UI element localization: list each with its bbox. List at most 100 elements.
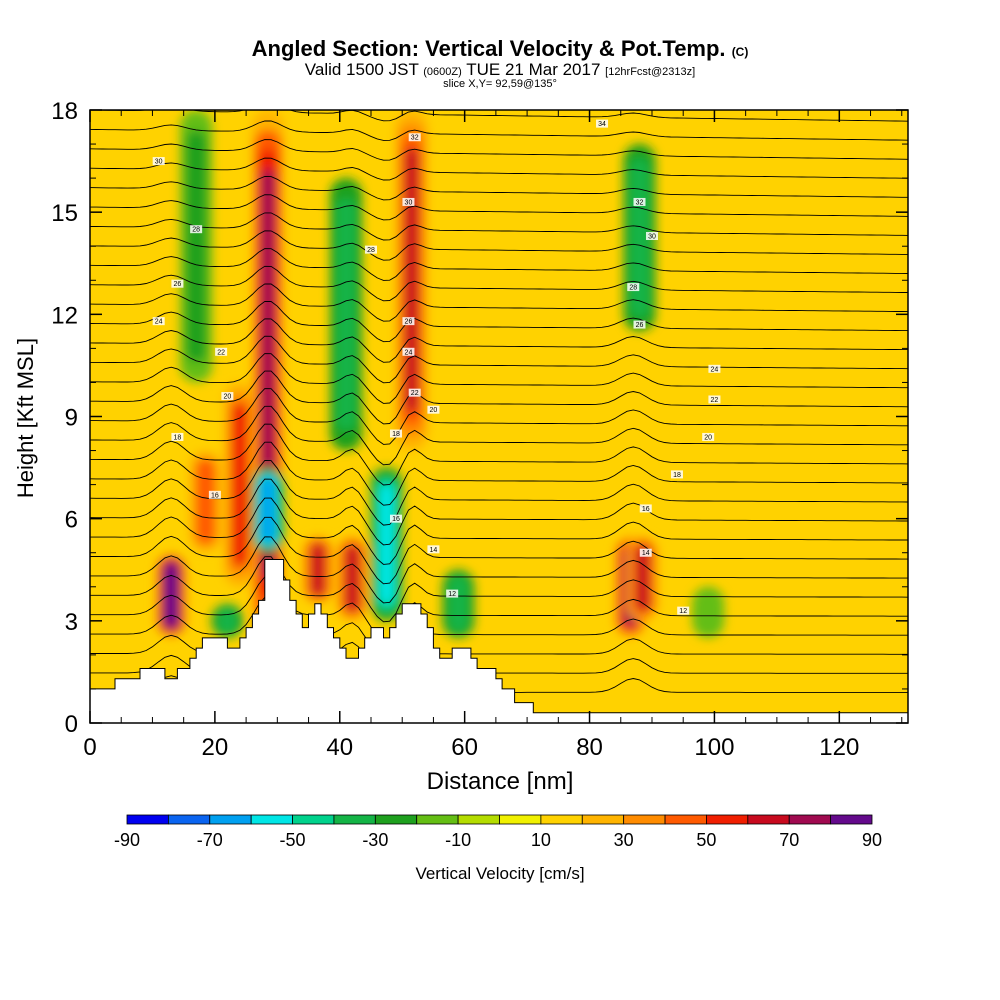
x-axis-label: Distance [nm] (426, 768, 574, 795)
isentrope-label: 32 (636, 199, 644, 206)
colorbar-swatch (416, 814, 459, 825)
isentrope-label: 28 (367, 247, 375, 254)
colorbar-swatch (664, 814, 707, 825)
isentrope-line (90, 157, 908, 181)
isentrope-line (90, 478, 908, 546)
isentrope-line (90, 556, 908, 623)
chart-title-tag: (C) (731, 45, 749, 59)
isentrope-line (90, 536, 908, 604)
y-tick-label: 3 (65, 609, 78, 636)
isentrope-label-bg (408, 133, 421, 142)
isentrope-label: 18 (673, 472, 681, 479)
colorbar-swatch (623, 814, 666, 825)
isentrope-line (90, 110, 908, 122)
velocity-core (336, 198, 357, 431)
isentrope-line (90, 460, 908, 526)
y-tick-label: 18 (51, 98, 78, 125)
isentrope-label: 24 (155, 319, 163, 326)
utc-time: (0600Z) (423, 66, 462, 78)
isentrope-label: 24 (405, 349, 413, 356)
isentrope-label-bg (152, 157, 165, 166)
isentrope-label: 26 (174, 281, 182, 288)
isentrope-line (90, 335, 908, 384)
isentrope-line (90, 576, 908, 641)
colorbar-swatch (126, 814, 169, 825)
isentrope-label: 24 (711, 366, 719, 373)
y-tick-label: 15 (51, 200, 78, 227)
isentrope-line (90, 370, 908, 425)
isentrope-label: 20 (430, 407, 438, 414)
colorbar-tick-label: 70 (779, 830, 799, 850)
colorbar-tick-label: 90 (862, 830, 882, 850)
colorbar-tick-label: -90 (114, 830, 140, 850)
x-tick-label: 100 (694, 734, 734, 761)
isentrope-label-bg (633, 197, 646, 206)
isentrope-line (90, 248, 908, 281)
isentrope-line (90, 441, 908, 506)
isentrope-line (90, 388, 908, 445)
isentrope-label-bg (389, 514, 402, 523)
isentrope-label-bg (152, 317, 165, 326)
colorbar-swatch (292, 814, 335, 825)
x-tick-label: 20 (202, 734, 229, 761)
isentrope-label: 16 (211, 492, 219, 499)
isentrope-label: 16 (392, 516, 400, 523)
isentrope-label: 26 (636, 322, 644, 329)
isentrope-line (90, 176, 908, 201)
isentrope-label-bg (596, 119, 609, 128)
isentrope-label: 32 (411, 135, 419, 142)
colorbar-swatch (499, 814, 542, 825)
isentrope-label-bg (221, 392, 234, 401)
isentrope-label: 34 (598, 121, 606, 128)
isentrope-line (90, 120, 908, 141)
isentrope-label-bg (389, 429, 402, 438)
y-tick-label: 0 (65, 711, 78, 738)
isentrope-label: 22 (411, 390, 419, 397)
isentrope-label-bg (402, 197, 415, 206)
valid-time: Valid 1500 JST (304, 60, 419, 79)
chart-title-text: Angled Section: Vertical Velocity & Pot.… (251, 36, 726, 61)
velocity-core (231, 402, 248, 567)
isentrope-label-bg (708, 364, 721, 373)
isentrope-label-bg (708, 395, 721, 404)
isentrope-line (90, 423, 908, 486)
colorbar-swatch (457, 814, 500, 825)
isentrope-label-bg (427, 545, 440, 554)
forecast-info: [12hrFcst@2313z] (605, 66, 696, 78)
y-tick-label: 6 (65, 507, 78, 534)
axis-ticks: 0 3 6 9 12 15 18 0 20 40 60 80 100 120 (51, 98, 908, 761)
y-tick-label: 9 (65, 405, 78, 432)
isentrope-label: 30 (648, 234, 656, 241)
slice-info: slice X,Y= 92,59@135° (443, 78, 557, 90)
isentrope-label: 14 (430, 547, 438, 554)
isentrope-label: 30 (405, 199, 413, 206)
isentrope-label-bg (171, 432, 184, 441)
isentrope-line (90, 497, 908, 565)
isentrope-label-bg (702, 432, 715, 441)
colorbar-tick-label: -10 (445, 830, 471, 850)
isentrope-line (90, 318, 908, 363)
isentrope-label: 18 (174, 434, 182, 441)
isentrope-label-bg (670, 470, 683, 479)
isentrope-label: 26 (405, 319, 413, 326)
x-tick-label: 40 (326, 734, 353, 761)
velocity-core (404, 148, 419, 413)
isentrope-line (90, 596, 908, 660)
y-tick-label: 12 (51, 302, 78, 329)
isentrope-line (90, 194, 908, 221)
isentrope-label-bg (171, 279, 184, 288)
isentrope-label: 22 (711, 397, 719, 404)
velocity-core (448, 574, 469, 633)
velocity-core (217, 606, 238, 636)
isentrope-label: 20 (223, 394, 231, 401)
isentrope-line (90, 516, 908, 585)
isentrope-label-bg (446, 589, 459, 598)
isentrope-label-bg (190, 225, 203, 234)
velocity-core (345, 545, 360, 612)
isentrope-label-bg (215, 347, 228, 356)
colorbar-tick-label: -50 (280, 830, 306, 850)
colorbar-swatch (706, 814, 749, 825)
isentrope-label-bg (427, 405, 440, 414)
colorbar-swatch (581, 814, 625, 825)
